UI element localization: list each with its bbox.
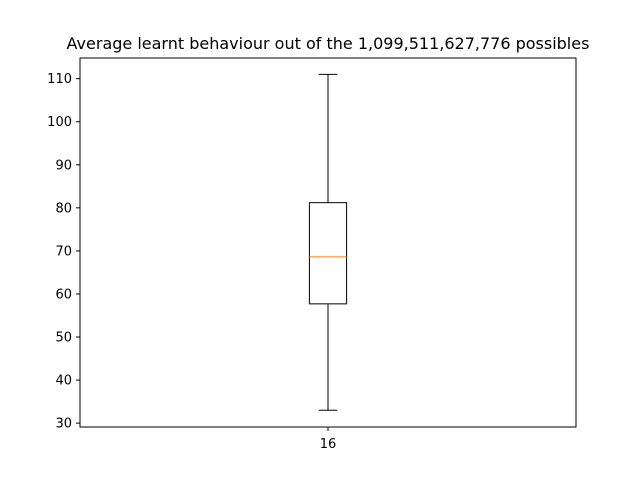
y-tick-label: 40 [55,374,72,389]
x-tick-label: 16 [320,437,337,452]
chart-title: Average learnt behaviour out of the 1,09… [67,34,590,53]
box-series [308,73,348,411]
y-axis: 30 40 50 60 70 80 90 100 110 [47,72,80,432]
y-tick-label: 60 [55,287,72,302]
y-tick-label: 110 [47,72,72,87]
y-tick-label: 100 [47,115,72,130]
x-axis: 16 [320,427,337,452]
y-tick-label: 50 [55,331,72,346]
y-tick-label: 90 [55,158,72,173]
y-tick-label: 30 [55,417,72,432]
y-tick-label: 70 [55,244,72,259]
y-tick-label: 80 [55,201,72,216]
interquartile-box [308,202,348,305]
